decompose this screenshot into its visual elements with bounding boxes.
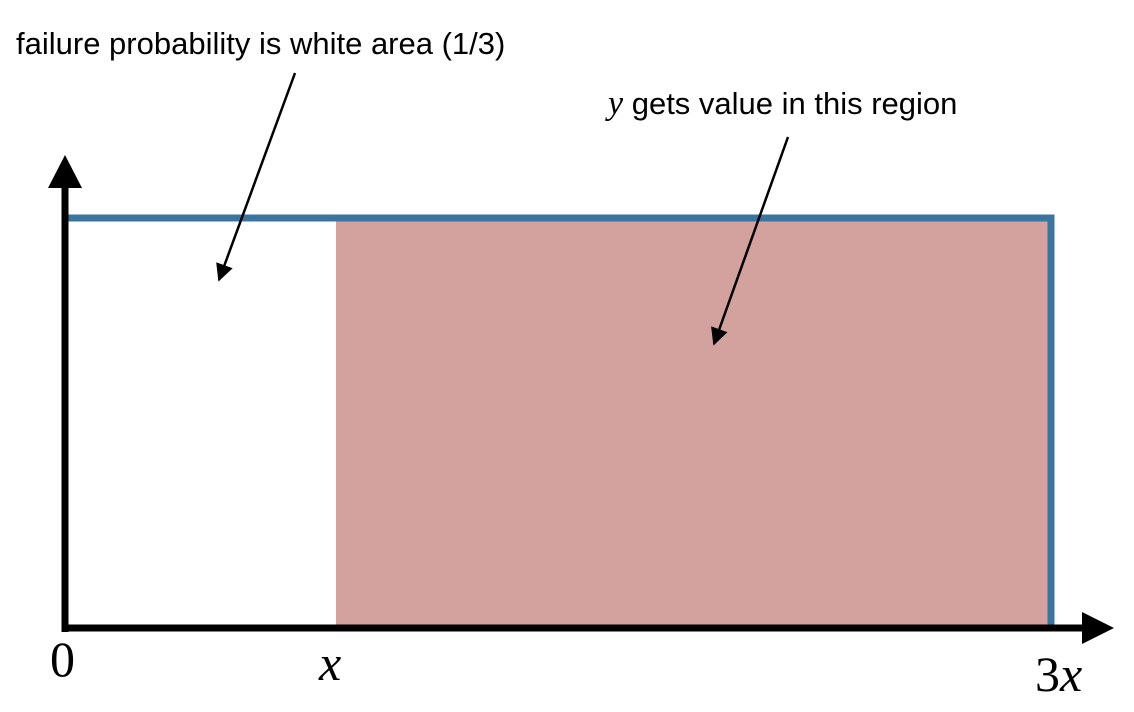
y-region-text: gets value in this region [623, 86, 957, 121]
three-x-coefficient: 3 [1035, 646, 1060, 702]
y-axis-arrowhead [48, 155, 82, 188]
failure-probability-label: failure probability is white area (1/3) [16, 26, 505, 61]
three-x-variable: x [1059, 646, 1082, 702]
region-annotation-arrow [711, 136, 790, 346]
three-x-tick-label: 3x [1035, 646, 1082, 702]
y-region-label: y gets value in this region [605, 85, 957, 122]
x-axis-arrowhead [1082, 612, 1114, 644]
failure-region [66, 218, 336, 628]
y-variable: y [605, 85, 624, 122]
origin-label: 0 [50, 631, 75, 687]
uniform-density-outline [66, 214, 1055, 628]
y-value-region [336, 218, 1051, 628]
failure-annotation-arrow [216, 72, 297, 282]
x-tick-label: x [318, 635, 341, 691]
